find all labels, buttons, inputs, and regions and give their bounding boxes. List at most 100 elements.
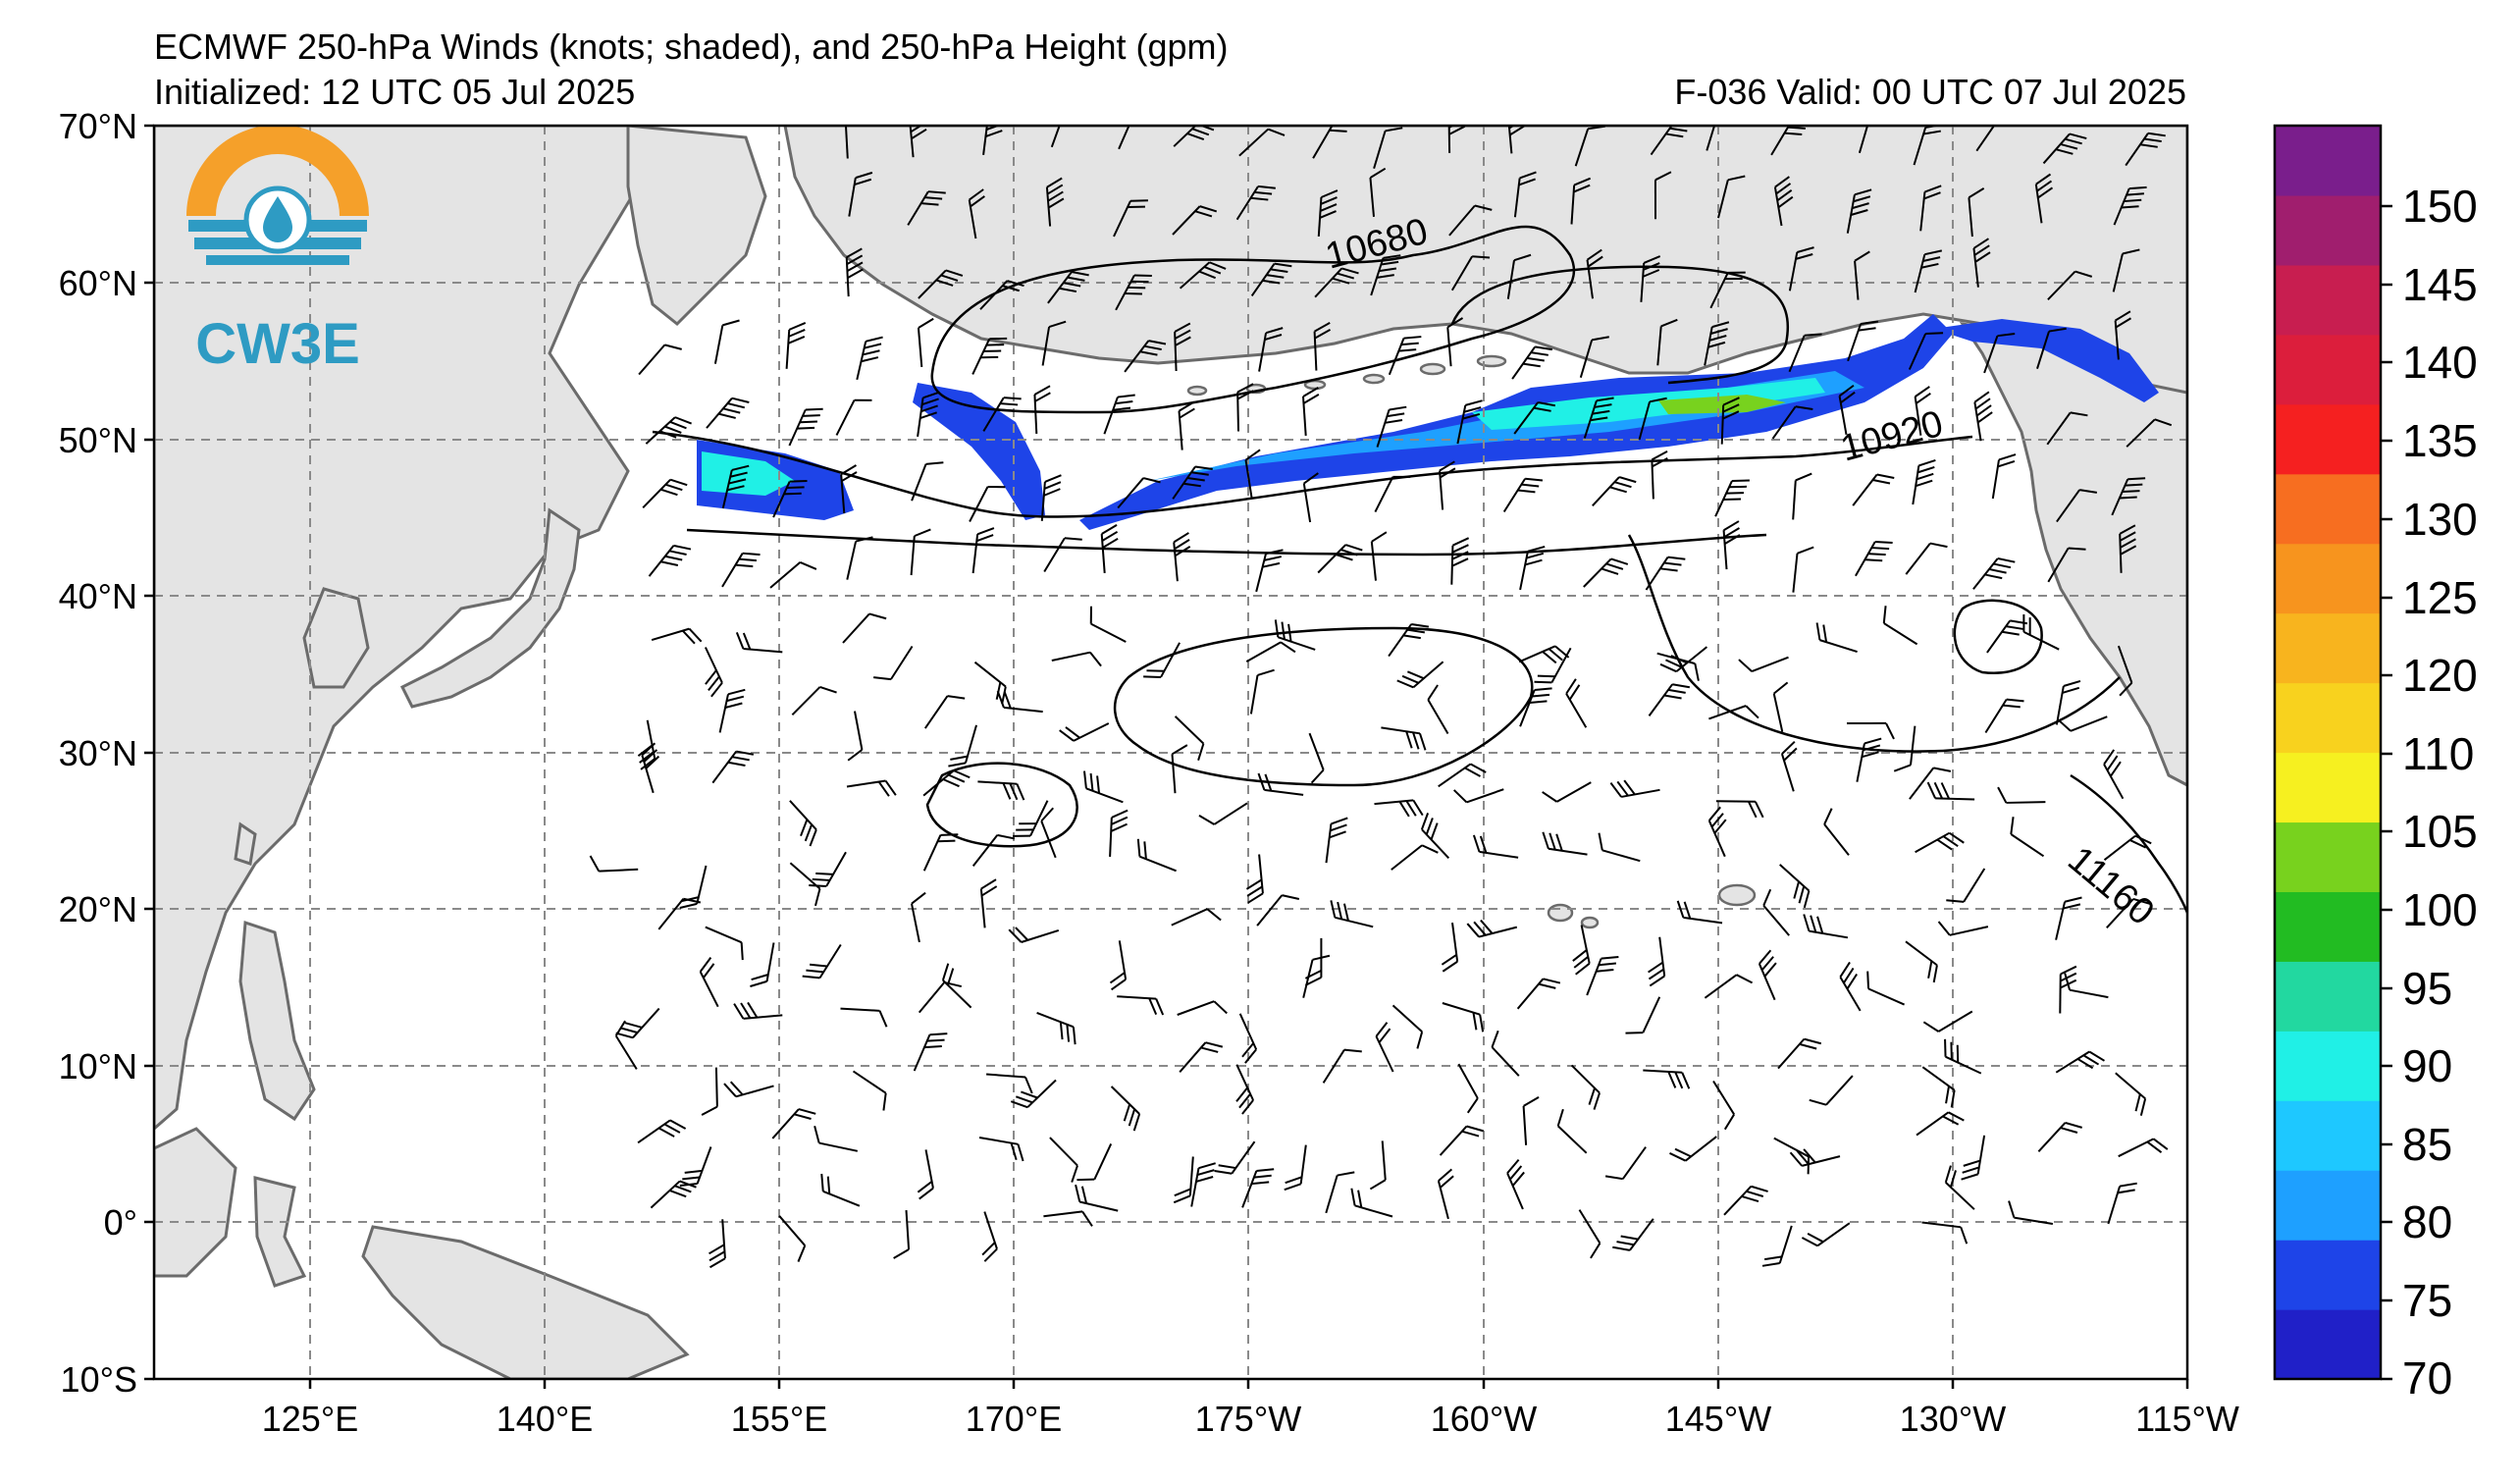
wind-barb (968, 188, 985, 239)
wind-barb (1257, 772, 1304, 796)
wind-barb (2106, 897, 2151, 928)
wind-barb (1117, 477, 1161, 509)
wind-barb (1916, 1111, 1965, 1137)
wind-barb (917, 317, 934, 367)
wind-barb (1051, 651, 1102, 667)
wind-barb (1604, 1146, 1647, 1181)
lat-label: 30°N (59, 733, 137, 773)
wind-barb (1249, 668, 1275, 715)
wind-barb (1376, 405, 1407, 448)
wind-barb (2111, 477, 2146, 516)
wind-barb (1715, 800, 1764, 819)
wind-barb (1047, 271, 1089, 304)
wind-barb (1113, 199, 1148, 238)
wind-barb (910, 528, 931, 576)
wind-barb (1381, 726, 1427, 751)
jet-east-band (1933, 319, 2159, 402)
wind-barb (1190, 1162, 1216, 1207)
wind-barb (701, 1067, 718, 1116)
wind-barb (1442, 1002, 1485, 1033)
wind-barb (769, 561, 817, 589)
wind-barb (1330, 900, 1374, 928)
wind-barb (1847, 320, 1878, 362)
wind-barb (2115, 1072, 2147, 1116)
wind-barb (1439, 1125, 1485, 1156)
wind-barb (1909, 767, 1952, 800)
wind-barb (2008, 1200, 2054, 1225)
lon-label: 170°E (966, 1399, 1062, 1439)
wind-barb (1506, 1158, 1525, 1210)
wind-barb (1803, 914, 1849, 939)
wind-barb (922, 769, 971, 797)
wind-barb (721, 464, 750, 509)
land-taiwan (234, 821, 257, 866)
wind-barb (651, 627, 703, 645)
wind-barb (1704, 321, 1730, 366)
wind-barb (1572, 925, 1591, 976)
wind-barb (1519, 687, 1552, 727)
wind-barb (848, 171, 873, 217)
wind-barb (642, 478, 688, 508)
wind-barb (1777, 1037, 1822, 1070)
wind-barb (721, 552, 761, 588)
wind-barb (1439, 460, 1456, 510)
wind-barb (1908, 332, 1944, 370)
colorbar-label: 70 (2402, 1352, 2452, 1404)
wind-barb (1815, 622, 1858, 654)
wind-barb (699, 957, 719, 1008)
wind-barb (1648, 936, 1666, 987)
wind-barb (1317, 189, 1339, 237)
lon-label: 145°W (1665, 1399, 1771, 1439)
wind-barb (1792, 472, 1812, 520)
jet-main-core-max (1658, 395, 1786, 414)
wind-barb (1375, 1022, 1394, 1073)
wind-barb (1350, 1188, 1393, 1218)
wind-barb (1788, 246, 1814, 291)
wind-barb (1937, 921, 1989, 936)
wind-barb (704, 647, 723, 698)
lon-label: 175°W (1195, 1399, 1301, 1439)
wind-barb (1625, 996, 1661, 1034)
wind-barb (907, 190, 946, 226)
wind-barb (1706, 126, 1719, 151)
latitude-labels: 70°N 60°N 50°N 40°N 30°N 20°N 10°N 0° 10… (59, 106, 137, 1400)
wind-barb (1779, 864, 1811, 909)
wind-barb (1854, 250, 1870, 300)
wind-barb (941, 963, 972, 1009)
wind-barb (1118, 126, 1136, 150)
wind-barb (1542, 831, 1588, 856)
wind-barb (1301, 387, 1320, 436)
wind-barb (1648, 683, 1691, 716)
wind-barb (1466, 919, 1518, 938)
wind-barb (1244, 449, 1261, 500)
land-borneo (154, 1127, 237, 1278)
wind-barb (2055, 679, 2081, 725)
wind-barb (1983, 333, 2016, 374)
wind-barb (1388, 336, 1422, 376)
wind-barb (1761, 1225, 1793, 1267)
wind-barb (1823, 808, 1850, 856)
wind-barb (1313, 322, 1332, 371)
wind-barb (1866, 971, 1906, 1006)
wind-barb (1238, 1013, 1258, 1064)
colorbar-label: 75 (2402, 1275, 2452, 1326)
wind-barb (948, 724, 977, 768)
map-panel: 10680 10920 11160 CW3E (152, 124, 2189, 1381)
wind-barb (2037, 1121, 2082, 1152)
colorbar-swatch (2275, 1170, 2381, 1241)
lat-label: 70°N (59, 106, 137, 146)
wind-barb (911, 891, 926, 943)
wind-barb (1944, 1165, 1975, 1210)
wind-barb (1284, 1144, 1307, 1192)
wind-barb (1322, 1048, 1362, 1084)
wind-barb (2117, 645, 2133, 697)
colorbar-label: 120 (2402, 650, 2478, 701)
wind-barb (2055, 1050, 2106, 1074)
colorbar-swatch (2275, 961, 2381, 1032)
wind-barb (1391, 844, 1439, 871)
wind-barb (1179, 1041, 1224, 1073)
wind-barb (778, 1215, 807, 1262)
wind-barb (1638, 397, 1667, 441)
wind-barb (2056, 489, 2098, 523)
colorbar-label: 145 (2402, 259, 2478, 310)
